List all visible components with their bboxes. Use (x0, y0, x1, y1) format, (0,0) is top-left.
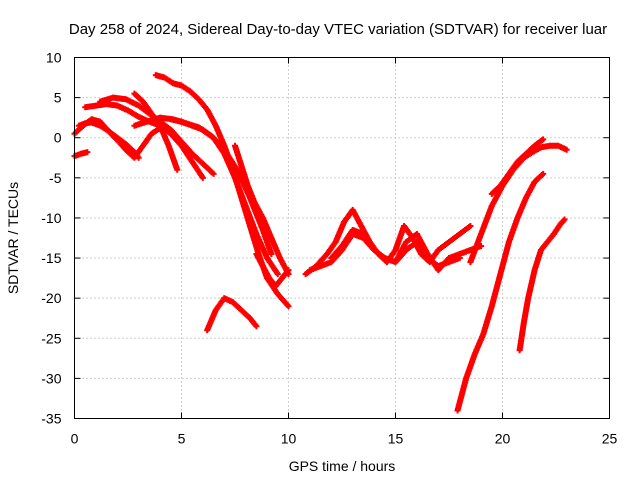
y-tick-label-5: -10 (41, 210, 61, 226)
data-marks (71, 72, 570, 414)
point-marker (467, 222, 474, 229)
series-arc-18 (516, 216, 568, 354)
ticks (74, 57, 610, 419)
plot-frame (74, 57, 610, 419)
series-arc-12 (302, 206, 474, 278)
y-tick-label-6: -5 (49, 170, 62, 186)
point-marker (274, 271, 281, 278)
point-marker (268, 251, 275, 258)
x-axis-label: GPS time / hours (289, 458, 396, 474)
y-tick-label-3: -20 (41, 290, 61, 306)
series-arc-10 (204, 295, 260, 334)
point-marker (285, 267, 292, 274)
y-axis-label: SDTVAR / TECUs (5, 182, 21, 294)
y-tick-label-8: 5 (54, 90, 62, 106)
point-marker (540, 170, 547, 177)
point-marker (563, 146, 570, 153)
point-marker (174, 166, 181, 173)
y-tick-label-4: -15 (41, 250, 61, 266)
point-marker (84, 149, 91, 156)
x-tick-label-2: 10 (281, 431, 297, 447)
chart-title: Day 258 of 2024, Sidereal Day-to-day VTE… (69, 21, 607, 38)
point-marker (135, 154, 142, 161)
tick-labels: 0 5 10 15 20 25 -35 -30 -25 -20 -15 -10 -5 0 5 10 (41, 50, 617, 447)
x-tick-label-4: 20 (495, 431, 511, 447)
y-tick-label-9: 10 (46, 50, 62, 66)
y-tick-label-7: 0 (54, 130, 62, 146)
point-marker (210, 170, 217, 177)
x-tick-label-1: 5 (178, 431, 186, 447)
point-marker (285, 303, 292, 310)
y-tick-label-2: -25 (41, 330, 61, 346)
y-tick-label-0: -35 (41, 411, 61, 427)
x-tick-label-3: 15 (388, 431, 404, 447)
point-marker (561, 216, 568, 223)
x-tick-label-0: 0 (71, 431, 79, 447)
series-arc-17 (454, 170, 547, 414)
y-tick-label-1: -30 (41, 370, 61, 386)
grid (74, 57, 610, 419)
point-marker (199, 174, 206, 181)
series-arc-16 (488, 136, 547, 197)
point-marker (540, 136, 547, 143)
series-arc-11 (253, 251, 292, 290)
point-marker (253, 323, 260, 330)
series-arc-8 (152, 72, 292, 310)
series-arc-2 (75, 119, 142, 161)
x-tick-label-5: 25 (602, 431, 618, 447)
